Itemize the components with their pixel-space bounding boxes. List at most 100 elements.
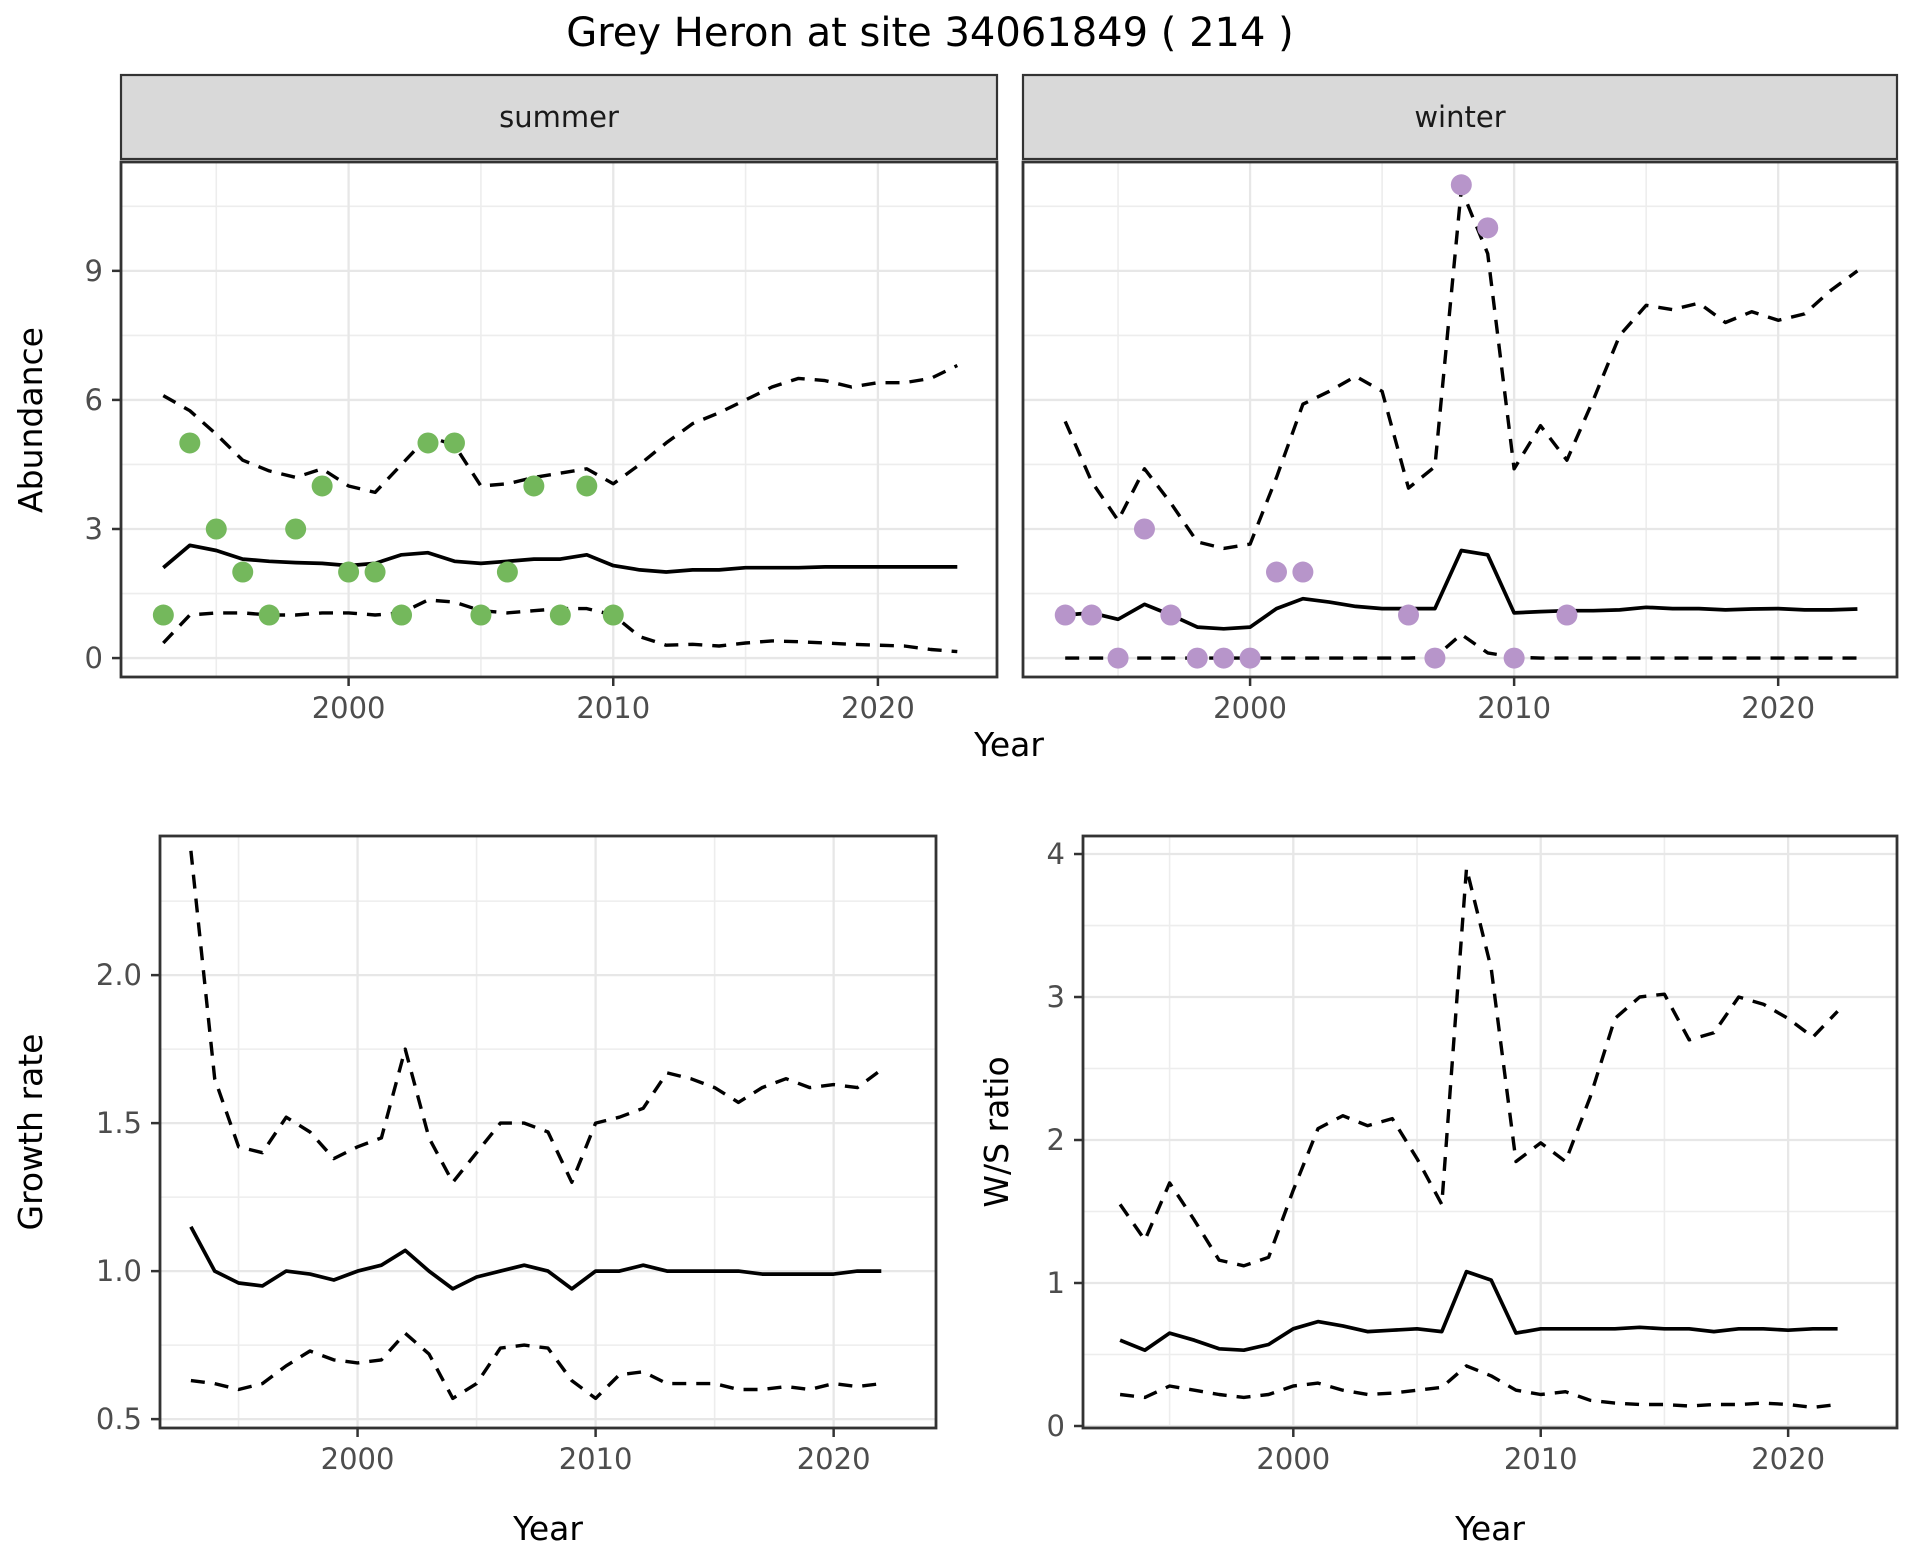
series-lower-ci (1119, 1364, 1838, 1410)
series-median (1119, 1269, 1838, 1353)
y-axis-title-growth-rate: Growth rate (11, 1034, 50, 1231)
y-axis-title-ws-ratio: W/S ratio (977, 1056, 1016, 1207)
series-lower-ci (190, 1331, 882, 1401)
facet-strip (1021, 73, 1899, 161)
panel-border (158, 834, 938, 1430)
series-median (1065, 548, 1858, 631)
observation-point (1186, 647, 1208, 669)
x-axis-title-year-growth: Year (512, 1509, 583, 1548)
x-tick-label: 2020 (1751, 1442, 1825, 1476)
panel-background (121, 162, 997, 677)
plot-title: Grey Heron at site 34061849 ( 214 ) (566, 10, 1294, 56)
series-median (189, 1225, 882, 1291)
observation-point (470, 604, 492, 626)
y-tick-label: 1.5 (96, 1106, 142, 1140)
x-tick-label: 2000 (1213, 691, 1287, 725)
observation-point (602, 604, 624, 626)
observation-point (1450, 174, 1472, 196)
x-tick-label: 2000 (312, 691, 386, 725)
observation-point (523, 475, 545, 497)
y-tick-label: 1.0 (96, 1254, 142, 1288)
x-tick-label: 2020 (1741, 691, 1815, 725)
gridlines (1023, 162, 1897, 677)
observation-point (232, 561, 254, 583)
x-axis-title-year-top: Year (973, 725, 1044, 764)
series-upper-ci (189, 850, 883, 1185)
x-axis-title-year-ws: Year (1454, 1509, 1525, 1548)
series-layer (1118, 866, 1839, 1410)
panel-growth-rate: 2000 2010 2020 0.5 1.0 1.5 2.0 (96, 834, 938, 1476)
panel-border (1081, 834, 1899, 1430)
observation-point (364, 561, 386, 583)
observation-point (417, 432, 439, 454)
y-tick-label: 9 (85, 254, 103, 288)
observation-point (152, 604, 174, 626)
x-tick-label: 2010 (1477, 691, 1551, 725)
facet-strip-label: summer (499, 100, 619, 134)
y-tick-label: 3 (1047, 980, 1065, 1014)
observation-point (258, 604, 280, 626)
observation-point (443, 432, 465, 454)
observation-point (1160, 604, 1182, 626)
gridlines (160, 836, 936, 1428)
observation-points (1054, 174, 1578, 669)
observation-point (1133, 518, 1155, 540)
observation-point (1081, 604, 1103, 626)
observation-point (1424, 647, 1446, 669)
y-tick-label: 0 (1047, 1409, 1065, 1443)
observation-point (1477, 217, 1499, 239)
observation-point (1265, 561, 1287, 583)
x-tick-label: 2000 (321, 1442, 395, 1476)
panel-background (1023, 162, 1897, 677)
observation-points (152, 432, 624, 626)
observation-point (549, 604, 571, 626)
panel-ws-ratio: 2000 2010 2020 0 1 2 3 4 (1047, 834, 1899, 1476)
series-upper-ci (1118, 866, 1839, 1268)
series-upper-ci (162, 363, 959, 495)
y-tick-label: 2.0 (96, 958, 142, 992)
panel-border (119, 160, 999, 679)
x-tick-label: 2020 (841, 691, 915, 725)
y-tick-label: 2 (1047, 1123, 1065, 1157)
y-tick-label: 0 (85, 641, 103, 675)
y-tick-label: 6 (85, 383, 103, 417)
y-tick-label: 1 (1047, 1266, 1065, 1300)
observation-point (338, 561, 360, 583)
x-tick-label: 2020 (797, 1442, 871, 1476)
y-tick-label: 0.5 (96, 1402, 142, 1436)
panel-border (1021, 160, 1899, 679)
observation-point (1503, 647, 1525, 669)
x-tick-label: 2010 (1504, 1442, 1578, 1476)
observation-point (1292, 561, 1314, 583)
observation-point (391, 604, 413, 626)
observation-point (205, 518, 227, 540)
x-tick-label: 2000 (1256, 1442, 1330, 1476)
series-layer (189, 850, 883, 1401)
observation-point (285, 518, 307, 540)
observation-point (1213, 647, 1235, 669)
observation-point (1239, 647, 1261, 669)
x-tick-label: 2010 (576, 691, 650, 725)
gridlines (121, 162, 997, 677)
series-layer (152, 363, 959, 654)
observation-point (1054, 604, 1076, 626)
facet-strip-label: winter (1414, 100, 1505, 134)
observation-point (576, 475, 598, 497)
series-layer (1054, 174, 1859, 669)
series-median (162, 543, 958, 574)
y-tick-label: 4 (1047, 837, 1065, 871)
x-tick-label: 2010 (559, 1442, 633, 1476)
observation-point (179, 432, 201, 454)
observation-point (1556, 604, 1578, 626)
observation-point (311, 475, 333, 497)
facet-strip (119, 73, 999, 161)
observation-point (1398, 604, 1420, 626)
y-axis-title-abundance: Abundance (11, 327, 50, 513)
observation-point (496, 561, 518, 583)
panel-abundance-winter: winter 2000 2010 2020 (1021, 73, 1899, 725)
y-tick-label: 3 (85, 512, 103, 546)
observation-point (1107, 647, 1129, 669)
